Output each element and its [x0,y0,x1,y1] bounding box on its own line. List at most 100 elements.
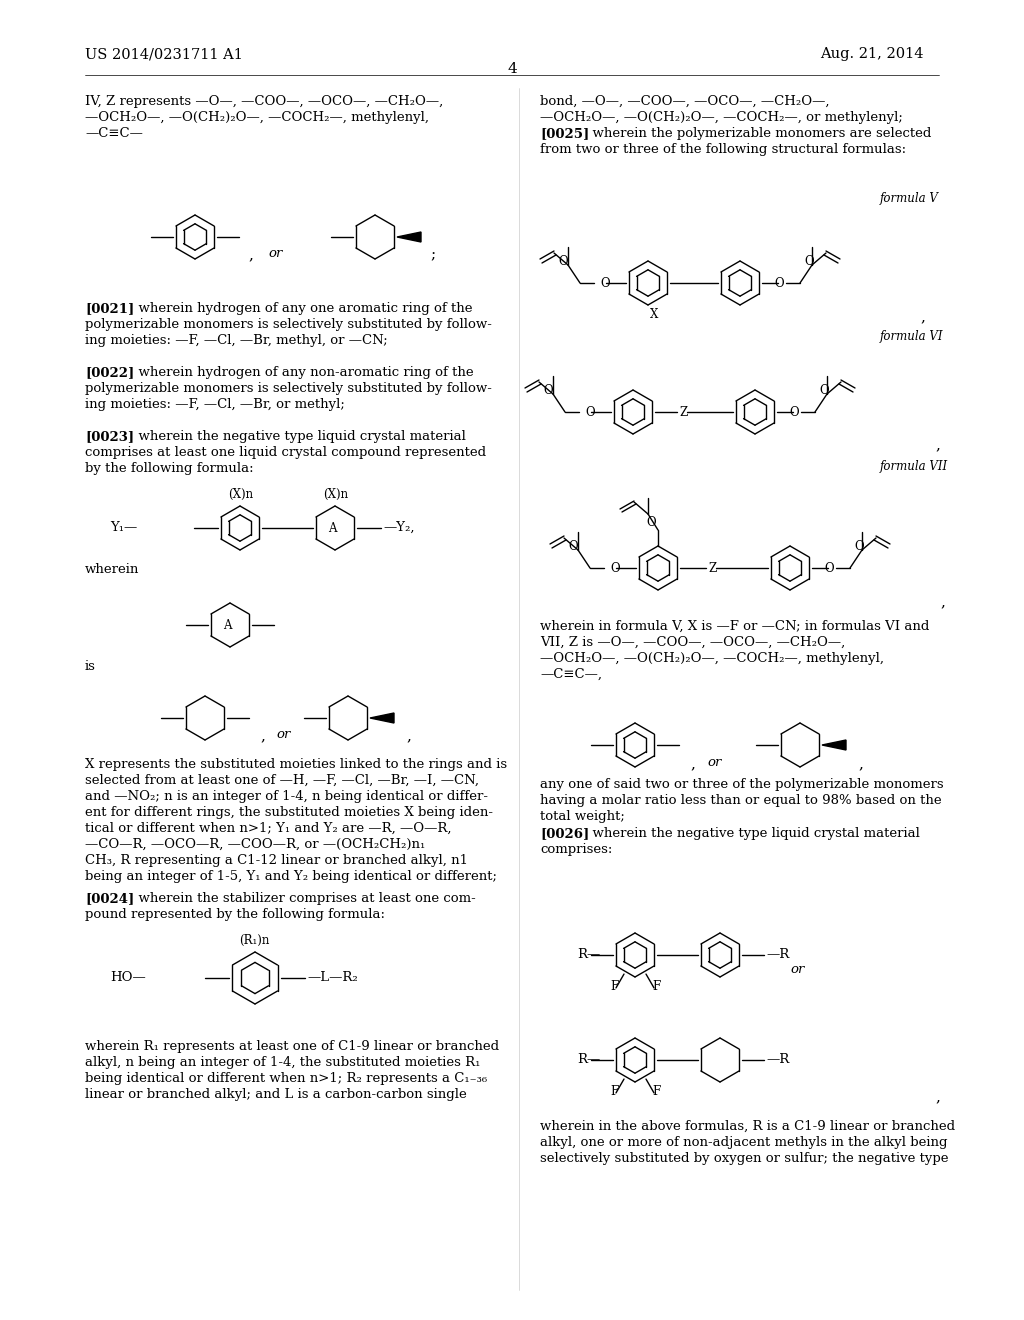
Text: O: O [585,407,595,418]
Text: O: O [558,255,567,268]
Text: US 2014/0231711 A1: US 2014/0231711 A1 [85,48,243,61]
Text: comprises at least one liquid crystal compound represented: comprises at least one liquid crystal co… [85,446,486,459]
Text: polymerizable monomers is selectively substituted by follow-: polymerizable monomers is selectively su… [85,381,492,395]
Text: IV, Z represents —O—, —COO—, —OCO—, —CH₂O—,: IV, Z represents —O—, —COO—, —OCO—, —CH₂… [85,95,443,108]
Text: F: F [652,979,660,993]
Text: formula V: formula V [880,191,939,205]
Text: O: O [854,540,863,553]
Text: O: O [824,562,834,576]
Text: or: or [268,247,283,260]
Text: (R₁)n: (R₁)n [239,935,269,946]
Text: wherein in the above formulas, R is a C1-9 linear or branched: wherein in the above formulas, R is a C1… [540,1119,955,1133]
Text: Z: Z [679,407,687,418]
Text: [0021]: [0021] [85,302,134,315]
Text: —OCH₂O—, —O(CH₂)₂O—, —COCH₂—, methylenyl,: —OCH₂O—, —O(CH₂)₂O—, —COCH₂—, methylenyl… [85,111,429,124]
Text: ,: , [940,595,945,609]
Text: and —NO₂; n is an integer of 1-4, n being identical or differ-: and —NO₂; n is an integer of 1-4, n bein… [85,789,488,803]
Text: wherein: wherein [85,564,139,576]
Text: being identical or different when n>1; R₂ represents a C₁₋₃₆: being identical or different when n>1; R… [85,1072,487,1085]
Text: total weight;: total weight; [540,810,625,822]
Text: (X)n: (X)n [323,488,348,502]
Text: formula VI: formula VI [880,330,943,343]
Text: 4: 4 [507,62,517,77]
Text: —Y₂,: —Y₂, [383,521,415,535]
Text: O: O [819,384,828,397]
Text: wherein the negative type liquid crystal material: wherein the negative type liquid crystal… [584,828,920,840]
Text: HO—: HO— [110,972,145,983]
Text: ,: , [260,729,265,743]
Text: A: A [223,619,231,632]
Text: ,: , [935,438,940,451]
Text: (X)n: (X)n [228,488,253,502]
Polygon shape [370,713,394,723]
Text: selectively substituted by oxygen or sulfur; the negative type: selectively substituted by oxygen or sul… [540,1152,948,1166]
Text: polymerizable monomers is selectively substituted by follow-: polymerizable monomers is selectively su… [85,318,492,331]
Text: O: O [600,277,609,290]
Text: linear or branched alkyl; and L is a carbon-carbon single: linear or branched alkyl; and L is a car… [85,1088,467,1101]
Text: having a molar ratio less than or equal to 98% based on the: having a molar ratio less than or equal … [540,795,942,807]
Text: ing moieties: —F, —Cl, —Br, methyl, or —CN;: ing moieties: —F, —Cl, —Br, methyl, or —… [85,334,388,347]
Text: bond, —O—, —COO—, —OCO—, —CH₂O—,: bond, —O—, —COO—, —OCO—, —CH₂O—, [540,95,829,108]
Text: ent for different rings, the substituted moieties X being iden-: ent for different rings, the substituted… [85,807,493,818]
Text: wherein R₁ represents at least one of C1-9 linear or branched: wherein R₁ represents at least one of C1… [85,1040,499,1053]
Text: [0026]: [0026] [540,828,589,840]
Text: O: O [568,540,578,553]
Text: wherein the negative type liquid crystal material: wherein the negative type liquid crystal… [130,430,466,444]
Text: F: F [652,1085,660,1098]
Text: Z: Z [708,562,716,576]
Text: selected from at least one of —H, —F, —Cl, —Br, —I, —CN,: selected from at least one of —H, —F, —C… [85,774,479,787]
Text: —OCH₂O—, —O(CH₂)₂O—, —COCH₂—, methylenyl,: —OCH₂O—, —O(CH₂)₂O—, —COCH₂—, methylenyl… [540,652,884,665]
Text: [0025]: [0025] [540,127,589,140]
Text: O: O [543,384,553,397]
Text: pound represented by the following formula:: pound represented by the following formu… [85,908,385,921]
Text: or: or [790,964,805,975]
Text: A: A [328,521,337,535]
Text: ,: , [248,248,253,261]
Text: CH₃, R representing a C1-12 linear or branched alkyl, n1: CH₃, R representing a C1-12 linear or br… [85,854,468,867]
Text: from two or three of the following structural formulas:: from two or three of the following struc… [540,143,906,156]
Text: F: F [610,1085,618,1098]
Text: ,: , [935,1090,940,1104]
Text: ;: ; [430,248,435,261]
Text: —R: —R [766,1053,790,1067]
Polygon shape [822,741,846,750]
Text: comprises:: comprises: [540,843,612,855]
Text: X represents the substituted moieties linked to the rings and is: X represents the substituted moieties li… [85,758,507,771]
Text: —CO—R, —OCO—R, —COO—R, or —(OCH₂CH₂)n₁: —CO—R, —OCO—R, —COO—R, or —(OCH₂CH₂)n₁ [85,838,425,851]
Text: [0024]: [0024] [85,892,134,906]
Text: [0022]: [0022] [85,366,134,379]
Text: R—: R— [577,948,600,961]
Text: F: F [610,979,618,993]
Text: is: is [85,660,96,673]
Text: Y₁—: Y₁— [110,521,137,535]
Text: —C≡C—,: —C≡C—, [540,668,602,681]
Text: O: O [804,255,814,268]
Text: wherein hydrogen of any one aromatic ring of the: wherein hydrogen of any one aromatic rin… [130,302,472,315]
Text: wherein in formula V, X is —F or —CN; in formulas VI and: wherein in formula V, X is —F or —CN; in… [540,620,930,634]
Text: or: or [707,756,721,770]
Text: —L—R₂: —L—R₂ [307,972,357,983]
Text: tical or different when n>1; Y₁ and Y₂ are —R, —O—R,: tical or different when n>1; Y₁ and Y₂ a… [85,822,452,836]
Polygon shape [397,232,421,242]
Text: ,: , [920,310,925,323]
Text: O: O [790,407,799,418]
Text: R—: R— [577,1053,600,1067]
Text: O: O [646,516,655,529]
Text: —R: —R [766,948,790,961]
Text: O: O [610,562,620,576]
Text: any one of said two or three of the polymerizable monomers: any one of said two or three of the poly… [540,777,944,791]
Text: ing moieties: —F, —Cl, —Br, or methyl;: ing moieties: —F, —Cl, —Br, or methyl; [85,399,345,411]
Text: X: X [650,308,658,321]
Text: Aug. 21, 2014: Aug. 21, 2014 [820,48,924,61]
Text: wherein hydrogen of any non-aromatic ring of the: wherein hydrogen of any non-aromatic rin… [130,366,474,379]
Text: or: or [276,729,291,741]
Text: ,: , [406,729,411,743]
Text: O: O [774,277,783,290]
Text: [0023]: [0023] [85,430,134,444]
Text: VII, Z is —O—, —COO—, —OCO—, —CH₂O—,: VII, Z is —O—, —COO—, —OCO—, —CH₂O—, [540,636,845,649]
Text: alkyl, n being an integer of 1-4, the substituted moieties R₁: alkyl, n being an integer of 1-4, the su… [85,1056,480,1069]
Text: —OCH₂O—, —O(CH₂)₂O—, —COCH₂—, or methylenyl;: —OCH₂O—, —O(CH₂)₂O—, —COCH₂—, or methyle… [540,111,903,124]
Text: being an integer of 1-5, Y₁ and Y₂ being identical or different;: being an integer of 1-5, Y₁ and Y₂ being… [85,870,497,883]
Text: alkyl, one or more of non-adjacent methyls in the alkyl being: alkyl, one or more of non-adjacent methy… [540,1137,947,1148]
Text: wherein the stabilizer comprises at least one com-: wherein the stabilizer comprises at leas… [130,892,476,906]
